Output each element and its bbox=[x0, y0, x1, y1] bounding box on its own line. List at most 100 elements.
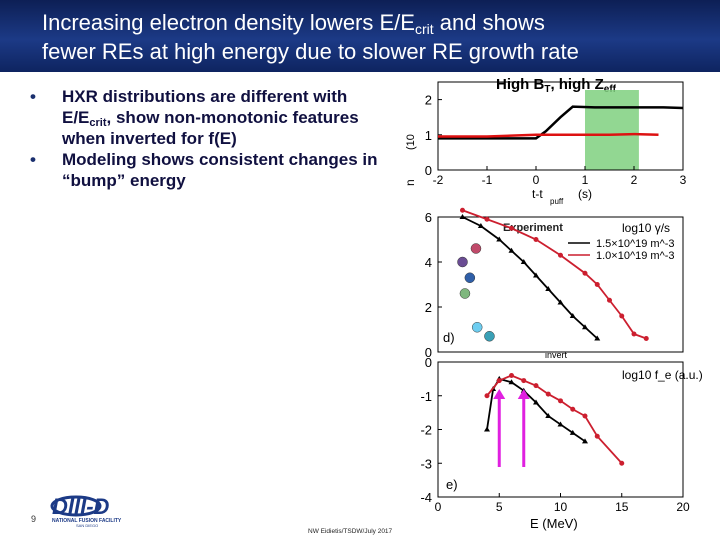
top-xlabel-unit: (s) bbox=[578, 187, 592, 201]
data-point bbox=[607, 297, 612, 303]
y-tick-label: 2 bbox=[425, 93, 432, 108]
data-point bbox=[594, 282, 600, 287]
bullet-text: Modeling shows consistent changes in “bu… bbox=[62, 150, 378, 190]
data-point bbox=[594, 433, 600, 439]
y-tick-label: 0 bbox=[425, 345, 432, 360]
x-tick-label: 15 bbox=[615, 500, 629, 514]
panel-title: High BT, high Zeff bbox=[496, 76, 616, 95]
data-point bbox=[582, 413, 588, 419]
chart-marks: 0 1 2 -2 -1 0 1 2 3 0 2 4 6 1.5×10^19 m^-31.0×10^19 m… bbox=[420, 81, 690, 514]
data-point bbox=[558, 398, 563, 404]
data-point bbox=[545, 413, 552, 418]
top-ylabel-unit: (10 bbox=[405, 134, 417, 150]
series-line bbox=[438, 132, 659, 138]
bullet-item: • HXR distributions are different with E… bbox=[30, 86, 390, 149]
bullet-subscript: crit bbox=[89, 117, 107, 129]
title-line1-end: and shows bbox=[433, 10, 545, 35]
logo-location: SAN DIEGO bbox=[76, 523, 98, 528]
shaded-region bbox=[585, 90, 639, 170]
legend-title-d: log10 γ/s bbox=[622, 221, 670, 235]
data-point bbox=[470, 243, 482, 254]
panel-title-sub: T bbox=[544, 84, 551, 95]
data-point bbox=[594, 335, 601, 341]
top-xlabel: t-t bbox=[532, 187, 543, 201]
data-point bbox=[569, 313, 576, 318]
arrow-head-icon bbox=[517, 389, 530, 399]
data-point bbox=[509, 225, 514, 231]
data-point bbox=[477, 223, 484, 228]
legend-label: 1.5×10^19 m^-3 bbox=[596, 238, 675, 250]
panel-title-part: High B bbox=[496, 76, 545, 93]
data-point bbox=[496, 378, 502, 384]
x-tick-label: 1 bbox=[582, 173, 589, 187]
footer-author: NW Eidietis/TSDW/July 2017 bbox=[308, 528, 393, 535]
logo-subtext: NATIONAL FUSION FACILITY bbox=[52, 518, 122, 524]
x-tick-label: 0 bbox=[435, 500, 442, 514]
data-point bbox=[619, 313, 625, 319]
data-point bbox=[457, 256, 468, 268]
panel-title-part: , high Z bbox=[550, 76, 604, 93]
y-tick-label: -2 bbox=[420, 423, 432, 438]
data-point bbox=[521, 378, 527, 384]
data-point bbox=[533, 237, 539, 242]
y-tick-label: -3 bbox=[420, 456, 432, 471]
legend-title-e: log10 f_e (a.u.) bbox=[622, 368, 703, 382]
y-tick-label: 6 bbox=[425, 210, 432, 225]
data-point bbox=[545, 286, 552, 291]
slide-title: Increasing electron density lowers E/Ecr… bbox=[42, 8, 702, 66]
y-tick-label: 2 bbox=[425, 300, 432, 315]
x-tick-label: 2 bbox=[631, 173, 638, 187]
title-bar: Increasing electron density lowers E/Ecr… bbox=[0, 0, 720, 72]
y-tick-label: -1 bbox=[420, 389, 432, 404]
y-tick-label: 1 bbox=[425, 128, 432, 143]
bottom-xlabel: E (MeV) bbox=[530, 516, 578, 531]
series-line bbox=[438, 105, 684, 140]
data-point bbox=[557, 299, 564, 305]
data-point bbox=[570, 406, 576, 412]
data-point bbox=[619, 460, 625, 466]
data-point bbox=[582, 270, 588, 276]
data-point bbox=[643, 336, 649, 341]
data-point bbox=[533, 399, 539, 405]
data-point bbox=[631, 331, 637, 337]
series-line bbox=[462, 216, 598, 340]
axes-frame bbox=[437, 216, 684, 353]
logo-swoosh-icon bbox=[50, 495, 102, 517]
data-point bbox=[582, 324, 588, 330]
top-ylabel: n bbox=[403, 179, 417, 186]
data-point bbox=[496, 236, 503, 242]
data-point bbox=[459, 288, 471, 299]
x-tick-label: -2 bbox=[433, 173, 444, 187]
invert-label: invert bbox=[545, 350, 568, 360]
data-point bbox=[558, 252, 563, 258]
data-point bbox=[520, 259, 527, 264]
data-point bbox=[484, 216, 490, 222]
bullet-text-end: , show non-monotonic features when inver… bbox=[62, 108, 359, 148]
data-point bbox=[471, 322, 483, 333]
bullet-text: HXR distributions are different with E/E bbox=[62, 87, 348, 127]
data-point bbox=[533, 272, 539, 278]
data-point bbox=[484, 426, 490, 432]
panel-e-label: e) bbox=[446, 477, 458, 492]
data-point bbox=[508, 379, 515, 385]
x-tick-label: -1 bbox=[482, 173, 493, 187]
bullet-item: • Modeling shows consistent changes in “… bbox=[30, 149, 390, 191]
data-point bbox=[484, 331, 495, 342]
series-line bbox=[486, 377, 586, 443]
legend-label: 1.0×10^19 m^-3 bbox=[596, 250, 675, 262]
data-point bbox=[509, 373, 514, 378]
y-tick-label: 0 bbox=[425, 355, 432, 370]
data-point bbox=[484, 393, 490, 399]
arrow-head-icon bbox=[493, 389, 506, 399]
title-line2: fewer REs at high energy due to slower R… bbox=[42, 39, 579, 64]
title-subscript: crit bbox=[414, 21, 434, 37]
panel-d-label: d) bbox=[443, 330, 455, 345]
data-point bbox=[557, 421, 564, 427]
bullet-dot-icon: • bbox=[30, 87, 36, 106]
y-tick-label: -4 bbox=[420, 490, 432, 505]
diii-d-logo: DIII-D NATIONAL FUSION FACILITY SAN DIEG… bbox=[50, 494, 122, 528]
data-point bbox=[460, 207, 465, 213]
title-line1: Increasing electron density lowers E/E bbox=[42, 10, 415, 35]
data-point bbox=[545, 391, 551, 397]
